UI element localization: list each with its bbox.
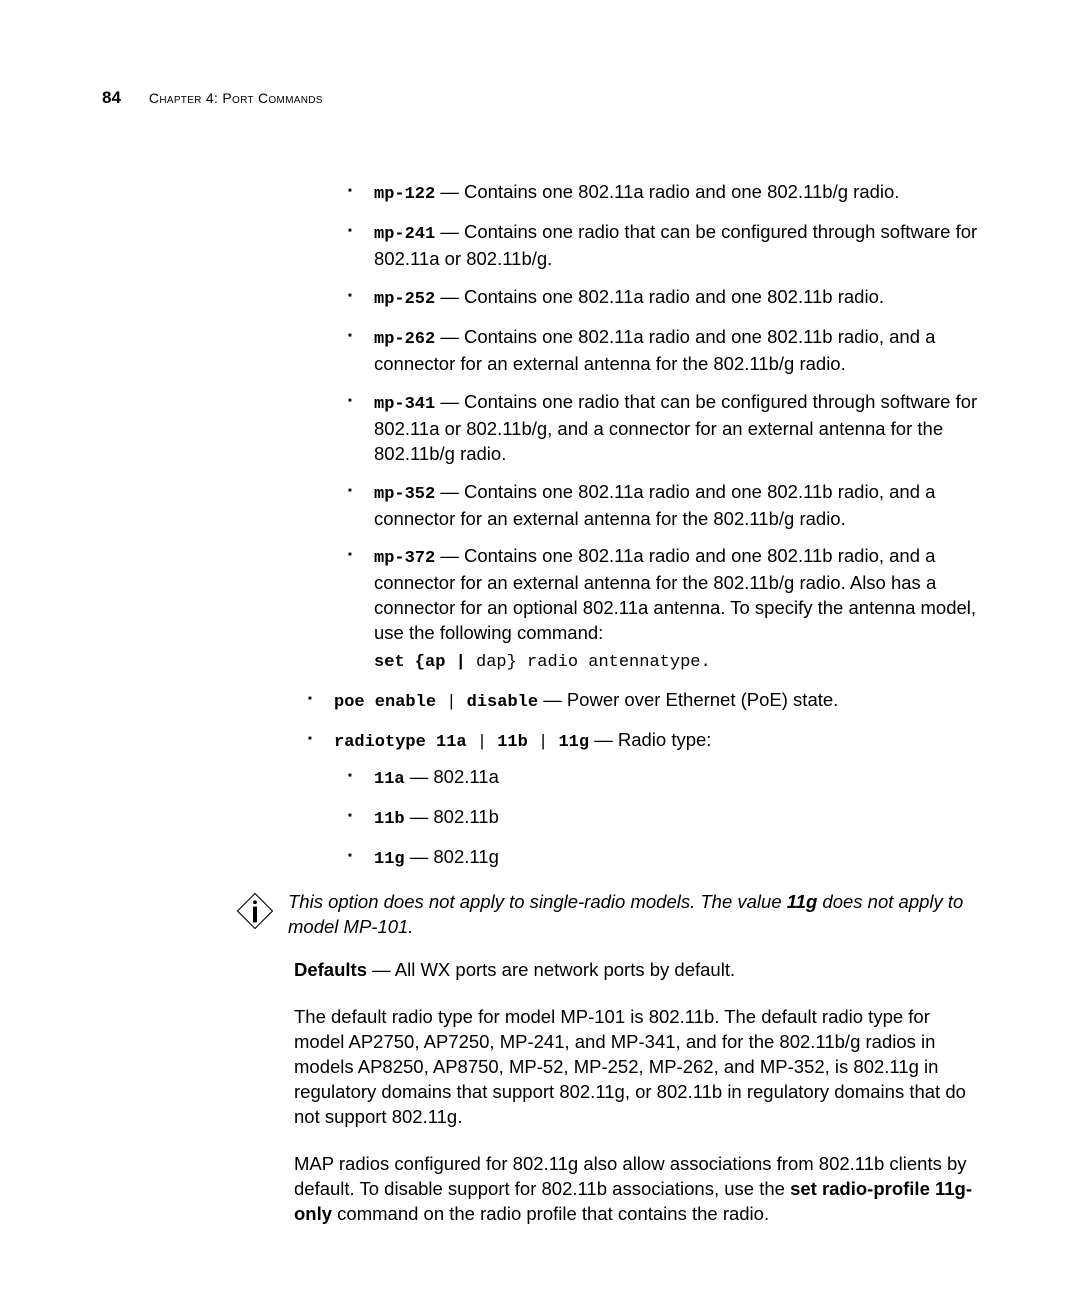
- pipe: |: [528, 733, 559, 752]
- code: mp-241: [374, 225, 435, 244]
- code: 11a: [374, 770, 405, 789]
- code: mp-341: [374, 395, 435, 414]
- command-line: set {ap | dap} radio antennatype.: [374, 648, 982, 675]
- defaults-paragraph: Defaults — All WX ports are network port…: [294, 958, 982, 983]
- code: mp-372: [374, 549, 435, 568]
- info-icon: [234, 890, 276, 932]
- desc: — Contains one 802.11a radio and one 802…: [374, 545, 976, 643]
- page-number: 84: [102, 88, 121, 108]
- list-item: poe enable | disable — Power over Ethern…: [294, 688, 982, 715]
- note-pre: This option does not apply to single-rad…: [288, 891, 787, 912]
- code: mp-352: [374, 485, 435, 504]
- cmd-bold: set {ap |: [374, 653, 476, 672]
- list-item: 11a — 802.11a: [334, 765, 982, 792]
- list-item: mp-252 — Contains one 802.11a radio and …: [334, 285, 982, 312]
- list-item: mp-341 — Contains one radio that can be …: [334, 390, 982, 467]
- code: 11g: [558, 733, 589, 752]
- defaults-bold: Defaults: [294, 959, 367, 980]
- list-item: 11g — 802.11g: [334, 845, 982, 872]
- mp-type-list: mp-122 — Contains one 802.11a radio and …: [294, 180, 982, 675]
- desc: — 802.11b: [405, 806, 499, 827]
- note-text: This option does not apply to single-rad…: [288, 890, 982, 940]
- list-item: 11b — 802.11b: [334, 805, 982, 832]
- code: radiotype 11a: [334, 733, 467, 752]
- info-note: This option does not apply to single-rad…: [294, 890, 982, 940]
- list-item: radiotype 11a | 11b | 11g — Radio type: …: [294, 728, 982, 872]
- paragraph: The default radio type for model MP-101 …: [294, 1005, 982, 1130]
- desc: — Contains one radio that can be configu…: [374, 391, 977, 464]
- code: 11b: [497, 733, 528, 752]
- paragraph: MAP radios configured for 802.11g also a…: [294, 1152, 982, 1227]
- code: mp-262: [374, 330, 435, 349]
- list-item: mp-352 — Contains one 802.11a radio and …: [334, 480, 982, 532]
- radio-sublist: 11a — 802.11a 11b — 802.11b 11g — 802.11…: [334, 765, 982, 872]
- code: mp-252: [374, 290, 435, 309]
- code: disable: [467, 693, 538, 712]
- list-item: mp-372 — Contains one 802.11a radio and …: [334, 544, 982, 675]
- chapter-label: Chapter 4: Port Commands: [149, 90, 323, 106]
- desc: — Power over Ethernet (PoE) state.: [538, 689, 838, 710]
- desc: — Contains one radio that can be configu…: [374, 221, 977, 269]
- code: poe enable: [334, 693, 436, 712]
- code: 11b: [374, 810, 405, 829]
- desc: — Contains one 802.11a radio and one 802…: [435, 286, 884, 307]
- defaults-desc: — All WX ports are network ports by defa…: [367, 959, 735, 980]
- cmd-reg: dap} radio antennatype.: [476, 653, 711, 672]
- pipe: |: [467, 733, 498, 752]
- desc: — 802.11a: [405, 766, 499, 787]
- list-item: mp-122 — Contains one 802.11a radio and …: [334, 180, 982, 207]
- pipe: |: [436, 693, 467, 712]
- para-post: command on the radio profile that contai…: [332, 1203, 769, 1224]
- desc: — Contains one 802.11a radio and one 802…: [374, 481, 935, 529]
- page-header: 84 Chapter 4: Port Commands: [102, 88, 982, 108]
- note-bold: 11g: [787, 891, 818, 912]
- desc: — Radio type:: [589, 729, 711, 750]
- desc: — Contains one 802.11a radio and one 802…: [374, 326, 935, 374]
- desc: — 802.11g: [405, 846, 499, 867]
- main-content: mp-122 — Contains one 802.11a radio and …: [294, 180, 982, 1227]
- code: 11g: [374, 850, 405, 869]
- option-list: poe enable | disable — Power over Ethern…: [294, 688, 982, 872]
- desc: — Contains one 802.11a radio and one 802…: [435, 181, 899, 202]
- list-item: mp-262 — Contains one 802.11a radio and …: [334, 325, 982, 377]
- code: mp-122: [374, 185, 435, 204]
- list-item: mp-241 — Contains one radio that can be …: [334, 220, 982, 272]
